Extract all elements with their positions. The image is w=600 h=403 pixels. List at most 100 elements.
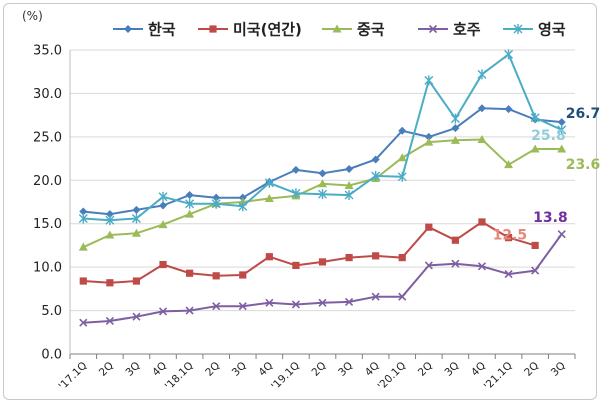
data-point	[79, 318, 88, 327]
data-point	[186, 269, 194, 277]
data-point	[264, 194, 274, 203]
data-point	[478, 218, 486, 226]
data-point	[185, 198, 195, 209]
data-point	[557, 124, 567, 135]
x-tick-label: 2Q	[203, 360, 222, 379]
data-point	[291, 165, 300, 174]
data-point	[450, 135, 460, 144]
x-axis-ticks: '17.1Q 2Q 3Q 4Q'18.1Q 2Q 3Q 4Q'19.1Q 2Q 3Q 4Q'20.…	[57, 354, 576, 393]
x-tick-label: 2Q	[522, 360, 541, 379]
data-point	[79, 207, 88, 216]
y-tick-label: 10.0	[33, 261, 62, 276]
data-point	[504, 270, 513, 279]
x-tick-label: 2Q	[416, 360, 435, 379]
data-point	[239, 271, 247, 279]
data-point	[557, 230, 566, 239]
legend-item: 한국	[113, 21, 176, 39]
y-tick-label: 0.0	[41, 348, 62, 363]
data-point	[132, 205, 141, 214]
data-point	[264, 177, 274, 188]
data-point	[424, 261, 433, 270]
data-point	[504, 234, 513, 242]
x-tick-label: '20.1Q	[375, 360, 408, 393]
legend-label: 중국	[357, 21, 385, 39]
data-point	[318, 189, 327, 200]
data-point	[531, 241, 539, 250]
legend: 한국 미국(연간) 중국 호주 영국	[113, 21, 566, 39]
x-tick-label: 2Q	[310, 360, 329, 379]
data-point	[185, 209, 195, 218]
data-point	[371, 155, 380, 164]
data-point	[106, 279, 114, 287]
x-tick-label: 3Q	[336, 360, 355, 379]
data-point	[530, 144, 540, 153]
y-axis-unit: (%)	[22, 9, 43, 23]
data-point	[371, 170, 381, 181]
data-point	[397, 153, 407, 162]
legend-item: 영국	[503, 21, 566, 39]
data-point	[265, 298, 274, 307]
y-tick-label: 25.0	[33, 130, 62, 145]
data-point	[318, 169, 327, 178]
data-point	[424, 132, 433, 141]
data-point	[132, 312, 141, 321]
legend-item: 호주	[418, 21, 481, 39]
y-tick-label: 20.0	[33, 174, 62, 189]
data-point	[450, 113, 460, 124]
data-point	[105, 215, 115, 226]
end-label: 26.7	[566, 106, 600, 122]
data-point	[477, 262, 487, 271]
end-label: 23.6	[566, 157, 600, 173]
series-5	[78, 49, 567, 226]
data-point	[159, 201, 168, 210]
data-point	[557, 118, 566, 127]
data-point	[209, 25, 217, 33]
end-label: 25.8	[531, 128, 566, 144]
data-point	[451, 124, 460, 133]
data-point	[291, 188, 301, 199]
data-point	[477, 134, 487, 143]
data-point	[318, 298, 327, 307]
end-label: 12.5	[493, 227, 528, 243]
data-point	[371, 292, 380, 301]
data-point	[531, 266, 540, 275]
x-tick-label: 4Q	[469, 360, 488, 379]
data-point	[477, 69, 487, 80]
data-point	[451, 259, 460, 268]
data-point	[185, 306, 194, 315]
y-tick-label: 5.0	[41, 304, 62, 319]
gridlines	[69, 49, 575, 355]
series-line	[83, 221, 536, 284]
x-tick-label: 3Q	[549, 360, 568, 379]
data-point	[131, 228, 141, 237]
data-point	[291, 300, 300, 309]
data-point	[238, 201, 248, 212]
data-point	[513, 24, 523, 34]
data-point	[131, 213, 141, 224]
data-point	[424, 137, 434, 146]
y-axis-ticks: 0.0 5.0 10.0 15.0 20.0 25.0 30.0 35.0	[33, 44, 62, 363]
data-point	[78, 213, 88, 224]
data-point	[451, 236, 459, 244]
data-point	[292, 261, 300, 270]
data-point	[398, 292, 407, 301]
end-labels: 26.7 12.5 23.6 13.8 25.8	[493, 106, 600, 243]
data-point	[477, 104, 486, 113]
data-point	[124, 25, 132, 33]
data-point	[212, 193, 221, 202]
x-tick-label: 2Q	[97, 360, 116, 379]
data-point	[185, 191, 194, 200]
data-point	[344, 190, 354, 201]
y-tick-label: 15.0	[33, 217, 62, 232]
data-point	[425, 223, 433, 231]
data-point	[105, 316, 114, 326]
y-tick-label: 35.0	[33, 44, 62, 59]
data-point	[504, 105, 513, 114]
legend-label: 영국	[538, 21, 566, 39]
x-tick-label: 4Q	[150, 360, 169, 379]
series-group	[78, 49, 567, 327]
data-point	[557, 144, 567, 153]
legend-label: 호주	[453, 21, 481, 39]
y-tick-label: 30.0	[33, 87, 62, 102]
